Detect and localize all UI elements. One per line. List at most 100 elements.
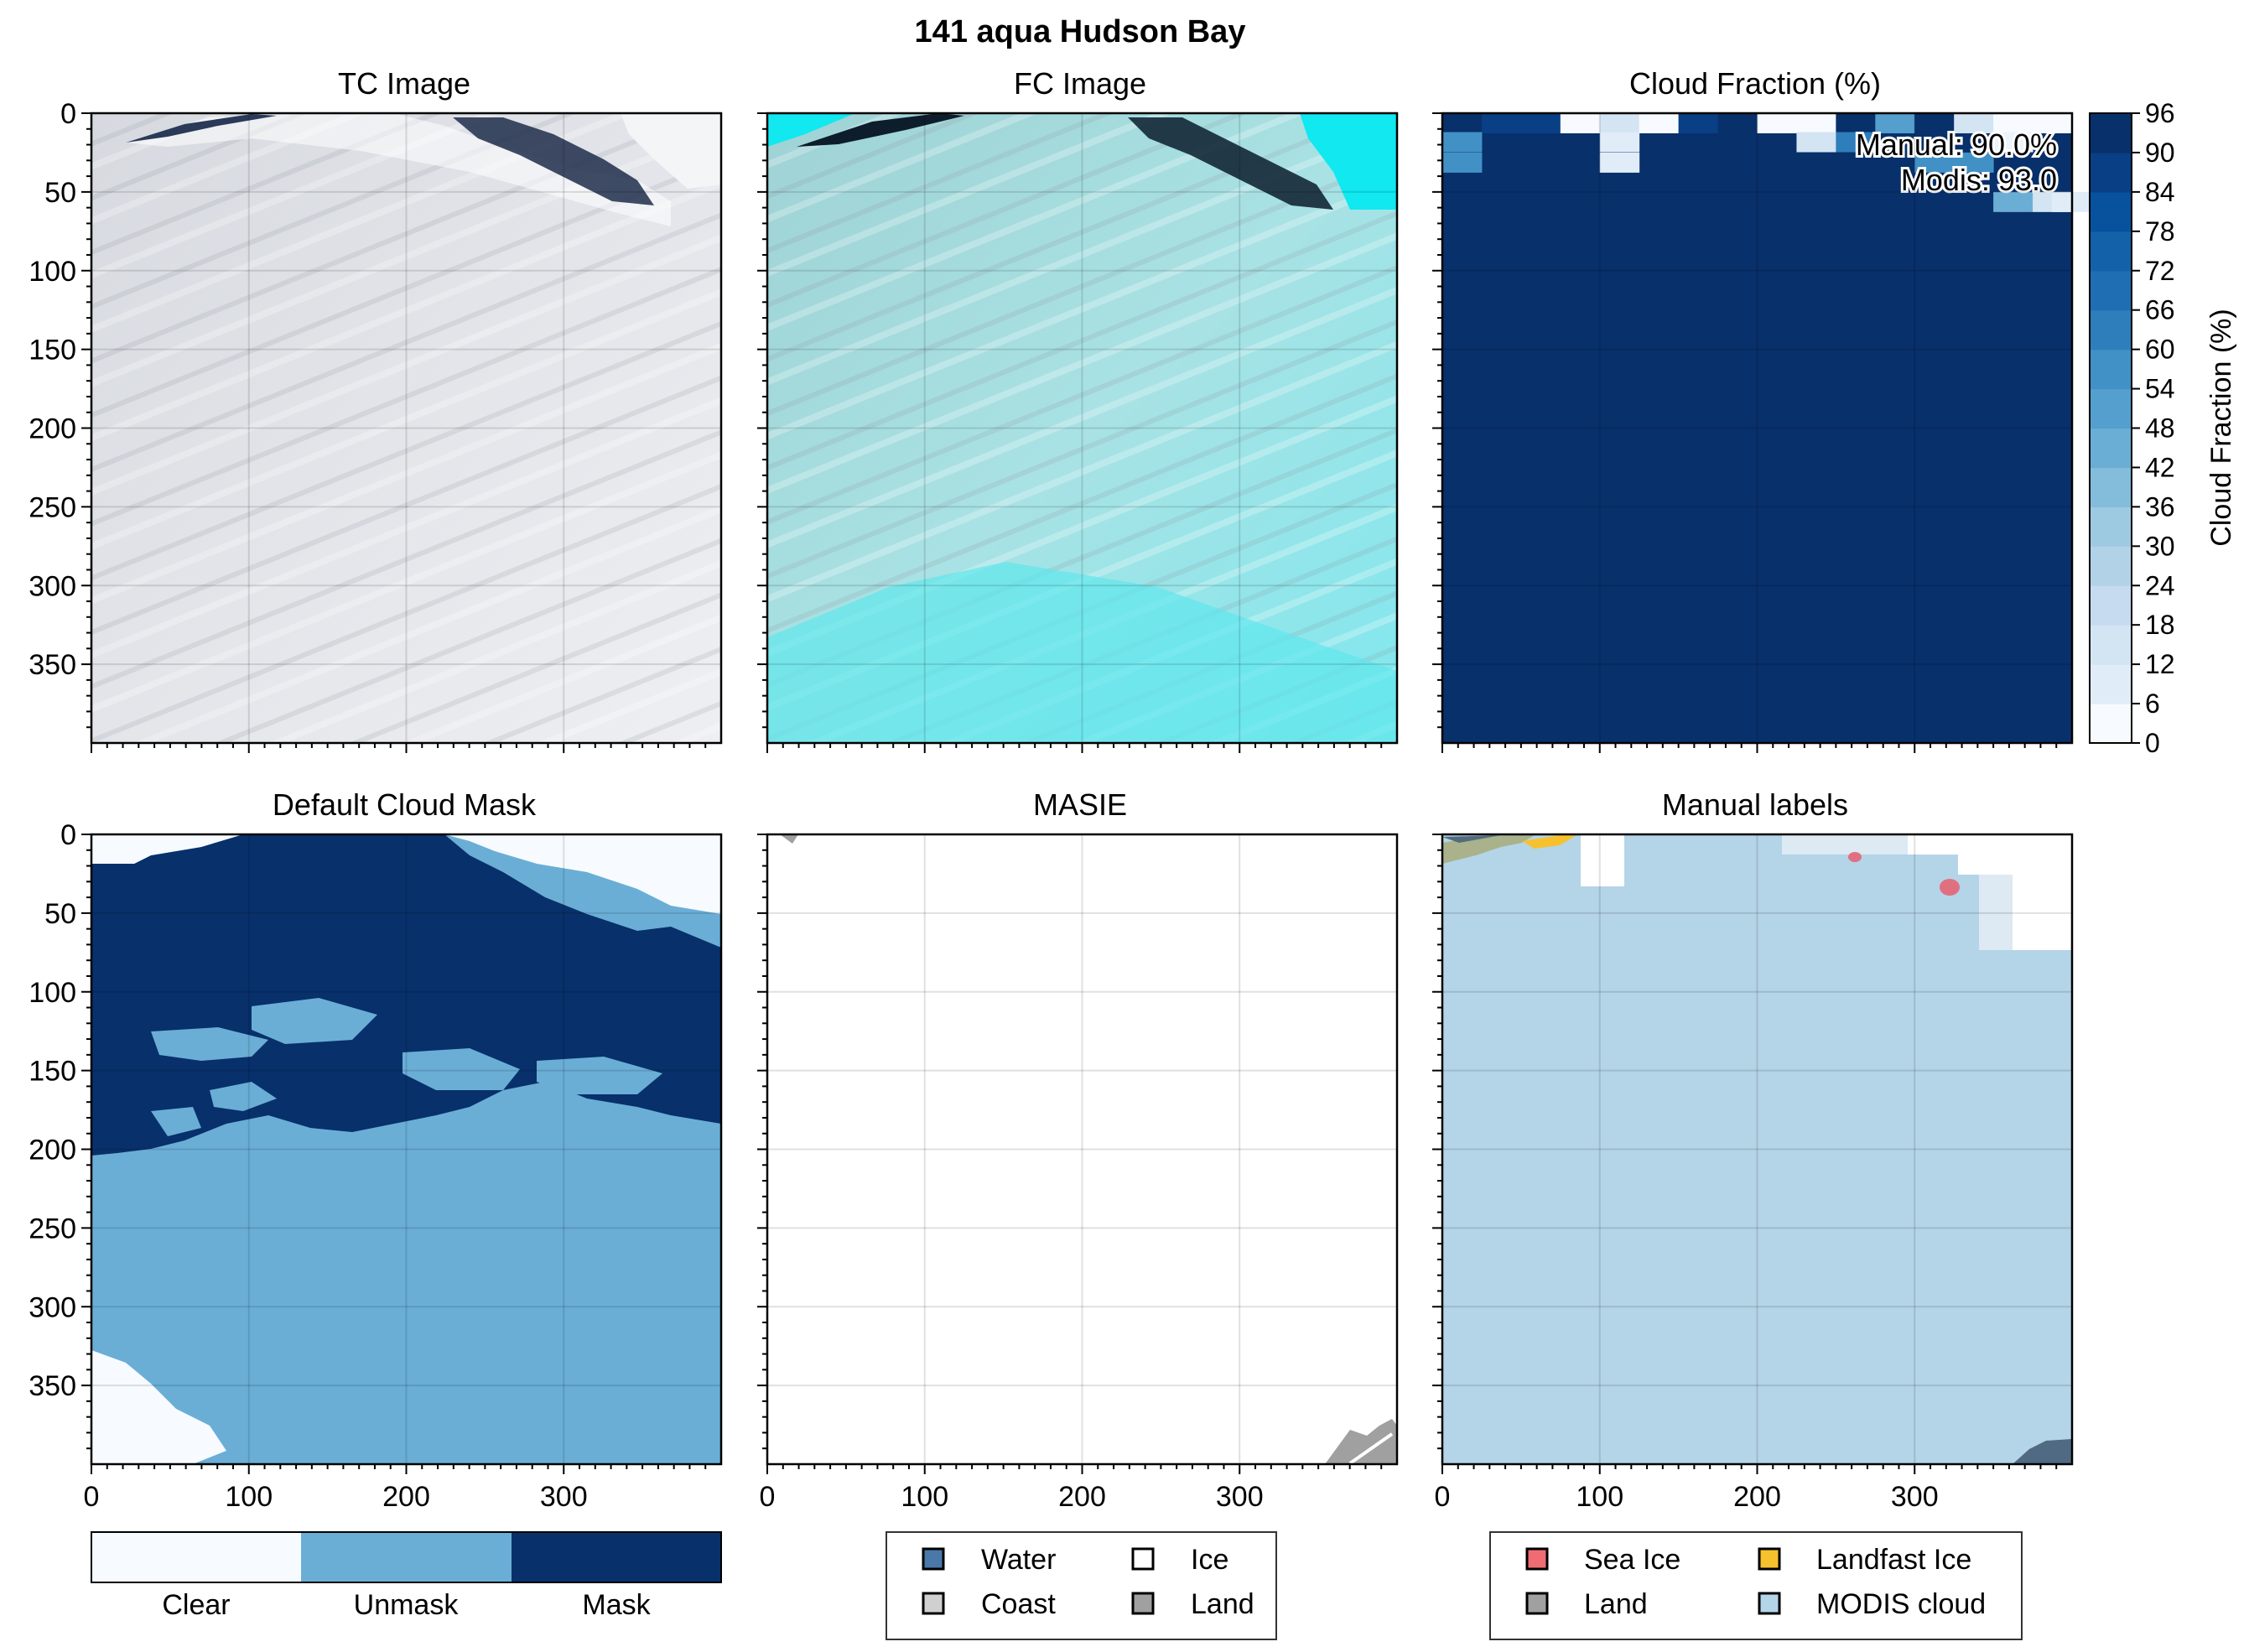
masie-legend-land-label: Land <box>1191 1588 1254 1620</box>
tc-image-streaks <box>91 113 721 743</box>
colorbar-band <box>2090 585 2132 626</box>
masie-legend-water-label: Water <box>981 1544 1056 1576</box>
masie-land-topleft <box>780 834 798 844</box>
cloud-fraction-cell <box>1520 113 1561 133</box>
manual-clear-cell-4 <box>1958 834 2072 875</box>
cloud-fraction-cell <box>1678 113 1719 133</box>
cloud-fraction-annotation: Modis: 93.0 <box>1901 163 2057 197</box>
tc-image-title: TC Image <box>338 66 470 101</box>
manual-clear-cell-2 <box>1782 834 1908 855</box>
cloud-fraction-cell <box>1481 113 1522 133</box>
colorbar-tick-label: 30 <box>2145 531 2175 561</box>
fc-axes <box>757 112 1399 753</box>
colorbar-band <box>2090 388 2132 429</box>
manual-axes: 0 100 200 300 <box>1432 833 2074 1513</box>
tc-image-dark-water <box>126 114 277 143</box>
colorbar-band <box>2090 152 2132 193</box>
colorbar-band <box>2090 113 2132 153</box>
cloud-fraction-cell <box>1954 152 1994 173</box>
cloudmask-xtick-label: 200 <box>382 1481 430 1513</box>
cloud-mask-unmask-holes <box>151 998 662 1136</box>
cloud-fraction-cell <box>1599 113 1640 133</box>
colorbar-tick-label: 36 <box>2145 491 2175 522</box>
manual-labels-panel: Manual labels <box>1442 787 2072 1464</box>
cloud-fraction-cell <box>1914 113 1955 133</box>
manual-legend-modis-label: MODIS cloud <box>1816 1588 1986 1620</box>
manual-labels-modis-cloud <box>1442 834 2072 1464</box>
cloud-fraction-cell <box>1599 132 1640 153</box>
legend-clear-swatch <box>91 1532 301 1582</box>
manual-legend-landfast-swatch <box>1758 1547 1781 1571</box>
masie-xtick-label: 100 <box>901 1481 948 1513</box>
manual-sea-ice-2 <box>1940 879 1960 896</box>
cloud-fraction-cell <box>1796 132 1836 153</box>
legend-mask-label: Mask <box>582 1589 651 1621</box>
masie-coast-line <box>1348 1432 1394 1465</box>
cloud-mask-clear-top <box>91 834 721 914</box>
cloudmask-ytick-label: 100 <box>29 977 76 1009</box>
masie-legend-coast-swatch <box>922 1592 945 1615</box>
cloud-mask-panel: Default Cloud Mask <box>91 787 721 1464</box>
manual-xtick-label: 100 <box>1576 1481 1623 1513</box>
masie-panel: MASIE <box>767 787 1397 1465</box>
manual-land-bottomright <box>2013 1439 2072 1464</box>
colorbar-tick-label: 54 <box>2145 374 2175 404</box>
cloud-fraction-panel: Cloud Fraction (%) Manual: 90.0%Modis: 9… <box>1442 66 2092 743</box>
colorbar-band <box>2090 309 2132 351</box>
masie-land-bottomright <box>1325 1419 1397 1464</box>
cloudmask-axes: 0 50 100 150 200 250 300 350 0 100 200 300 <box>29 819 723 1513</box>
colorbar-label: Cloud Fraction (%) <box>2205 309 2237 546</box>
manual-legend-modis-swatch <box>1758 1592 1781 1615</box>
cloud-mask-clear-bottom <box>91 1350 226 1464</box>
cloud-fraction-background <box>1442 113 2072 743</box>
masie-xtick-label: 0 <box>760 1481 776 1513</box>
tc-ytick-label: 50 <box>44 177 76 209</box>
manual-land-topleft <box>1442 835 1535 864</box>
tc-ytick-label: 150 <box>29 335 76 366</box>
fc-image-panel: FC Image <box>767 66 1397 743</box>
colorbar-band <box>2090 191 2132 232</box>
fc-image-dark-lead <box>1128 117 1333 210</box>
masie-legend-frame <box>886 1531 1277 1640</box>
colorbar-tick-label: 90 <box>2145 138 2175 168</box>
masie-xtick-label: 300 <box>1216 1481 1264 1513</box>
colorbar-band <box>2090 428 2132 469</box>
masie-legend: Water Ice Coast Land <box>886 1531 1277 1640</box>
cloud-fraction-cell <box>1599 152 1640 173</box>
cloud-fraction-cell <box>1993 132 2033 153</box>
colorbar-tick-label: 6 <box>2145 688 2160 719</box>
cloud-fraction-title: Cloud Fraction (%) <box>1629 66 1881 101</box>
colorbar-tick-label: 60 <box>2145 335 2175 365</box>
fc-image-cyan-top <box>767 113 855 147</box>
fc-image-dark-water <box>797 113 964 147</box>
cloud-fraction-cell <box>1757 113 1797 133</box>
tc-ytick-label: 350 <box>29 649 76 681</box>
manual-legend-land-swatch <box>1525 1592 1549 1615</box>
manual-xtick-label: 0 <box>1435 1481 1451 1513</box>
manual-xtick-label: 300 <box>1891 1481 1939 1513</box>
masie-legend-ice-swatch <box>1131 1547 1155 1571</box>
cloudmask-ytick-label: 250 <box>29 1213 76 1244</box>
cloudmask-ytick-label: 0 <box>60 819 76 851</box>
cloud-mask-legend: Clear Unmask Mask <box>91 1531 722 1621</box>
tc-ytick-label: 200 <box>29 413 76 445</box>
cloudmask-xtick-label: 100 <box>225 1481 273 1513</box>
manual-clear-cell-5 <box>1979 875 2013 950</box>
cloud-mask-title: Default Cloud Mask <box>273 787 537 822</box>
cloudmask-ytick-label: 150 <box>29 1056 76 1088</box>
colorbar-tick-label: 18 <box>2145 610 2175 640</box>
cloud-fraction-cell <box>1442 113 1483 133</box>
masie-xtick-label: 200 <box>1058 1481 1106 1513</box>
colorbar-band <box>2090 625 2132 665</box>
colorbar-tick-label: 72 <box>2145 256 2175 286</box>
manual-legend-land-label: Land <box>1584 1588 1648 1620</box>
masie-axes: 0 100 200 300 <box>757 833 1399 1513</box>
manual-xtick-label: 200 <box>1733 1481 1781 1513</box>
legend-mask-swatch <box>512 1532 721 1582</box>
colorbar-band <box>2090 507 2132 547</box>
manual-labels-legend: Sea Ice Landfast Ice Land MODIS cloud <box>1489 1531 2023 1640</box>
cloud-fraction-cell <box>1796 113 1836 133</box>
masie-title: MASIE <box>1033 787 1127 822</box>
